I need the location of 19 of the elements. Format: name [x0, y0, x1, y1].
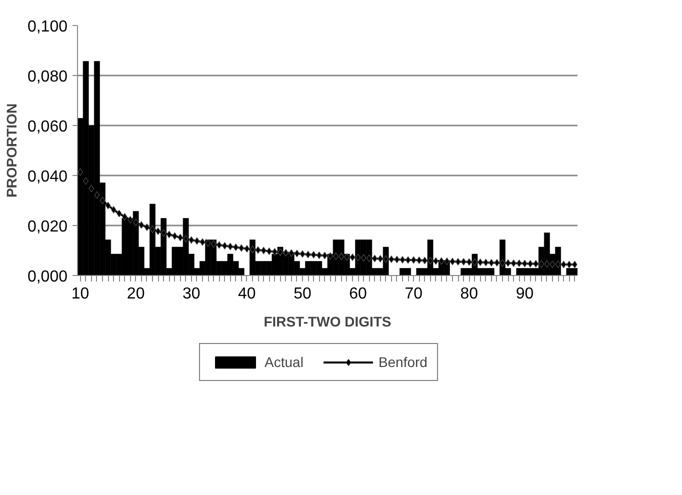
x-tick-label: 80	[460, 286, 478, 302]
x-tick-label: 50	[294, 286, 312, 302]
y-tick-label: 0,040	[27, 168, 68, 186]
y-axis-title: PROPORTION	[3, 103, 20, 198]
y-tick-label: 0,000	[27, 268, 68, 286]
legend-label: Actual	[264, 354, 304, 370]
x-tick-label: 10	[71, 286, 90, 302]
y-tick-label: 0,060	[27, 118, 68, 136]
x-tick-label: 40	[238, 286, 256, 302]
y-tick-label: 0,080	[27, 68, 68, 86]
legend-label: Benford	[378, 354, 428, 370]
x-tick-label: 60	[349, 286, 368, 302]
x-axis-title: FIRST-TWO DIGITS	[264, 314, 392, 330]
y-tick-label: 0,100	[27, 18, 68, 36]
y-tick-label: 0,020	[27, 218, 68, 236]
x-tick-label: 30	[182, 286, 200, 302]
x-tick-label: 20	[126, 286, 145, 302]
x-tick-label: 70	[404, 286, 423, 302]
x-tick-label: 90	[516, 286, 534, 302]
